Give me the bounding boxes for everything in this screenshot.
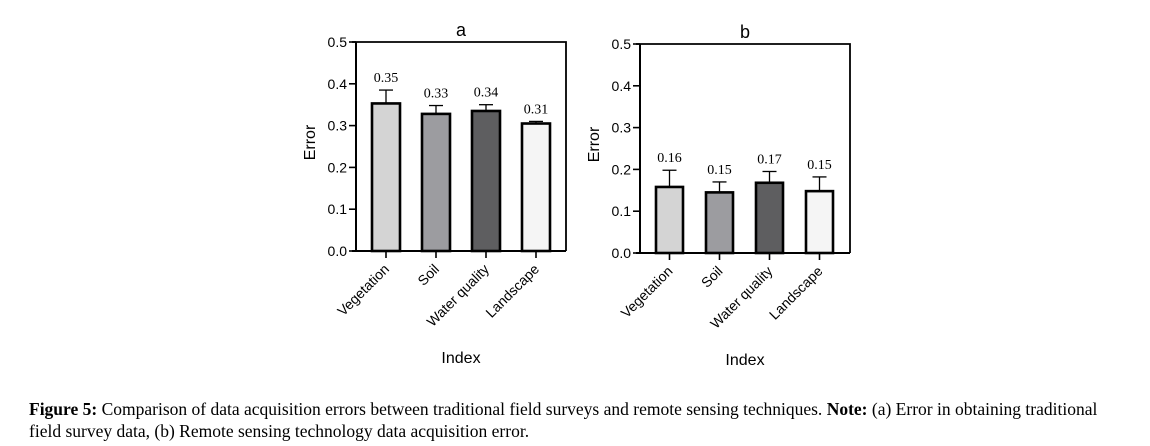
- panel-title: a: [456, 20, 467, 40]
- y-tick-label: 0.4: [328, 76, 348, 92]
- x-tick-label: Landscape: [766, 263, 826, 323]
- figure-caption: Figure 5: Comparison of data acquisition…: [29, 398, 1129, 442]
- bar-soil: [704, 191, 735, 255]
- x-tick-label: Soil: [698, 263, 726, 291]
- data-label: 0.31: [524, 102, 549, 117]
- y-tick-label: 0.0: [328, 243, 348, 259]
- y-tick-label: 0.3: [328, 118, 348, 134]
- x-tick-label: Soil: [414, 261, 442, 289]
- y-tick-label: 0.3: [612, 120, 632, 136]
- x-tick-label: Vegetation: [334, 261, 392, 319]
- caption-note-label: Note:: [826, 399, 868, 419]
- y-tick-label: 0.5: [328, 34, 348, 50]
- y-tick-label: 0.5: [612, 36, 632, 52]
- chart-panel-a: 0.0 0.1 0.2 0.3 0.4 0.5 Error a 0.35 Vegetation 0.…: [302, 20, 567, 367]
- chart-panel-b: 0.0 0.1 0.2 0.3 0.4 0.5 Error b 0.16 Vegetation 0.…: [586, 22, 851, 369]
- caption-text: Comparison of data acquisition errors be…: [97, 399, 827, 419]
- data-label: 0.35: [374, 71, 399, 86]
- y-tick-label: 0.4: [612, 78, 632, 94]
- caption-note-text: (a) Error in obtaining traditional field…: [29, 399, 1098, 441]
- bar-landscape: [520, 122, 552, 253]
- y-tick-label: 0.2: [612, 161, 632, 177]
- plot-frame: [352, 41, 567, 251]
- x-tick-label: Landscape: [482, 261, 542, 321]
- y-tick-label: 0.0: [612, 245, 632, 261]
- data-label: 0.33: [424, 87, 449, 102]
- panel-title: b: [740, 22, 750, 42]
- bar-water-quality: [754, 181, 785, 255]
- data-label: 0.15: [707, 163, 732, 178]
- data-label: 0.16: [657, 151, 682, 166]
- caption-label: Figure 5:: [29, 399, 98, 419]
- bar-soil: [420, 112, 452, 253]
- data-label: 0.15: [807, 158, 832, 173]
- y-axis-label: Error: [586, 126, 603, 162]
- bar-landscape: [804, 189, 835, 255]
- data-label: 0.17: [757, 152, 782, 167]
- y-tick-label: 0.1: [328, 201, 348, 217]
- x-tick-label: Vegetation: [618, 263, 676, 321]
- bar-water-quality: [470, 109, 502, 253]
- x-axis-label: Index: [441, 350, 480, 367]
- bar-vegetation: [370, 102, 402, 253]
- data-label: 0.34: [474, 86, 499, 101]
- bar-vegetation: [654, 185, 685, 255]
- plot-frame: [636, 43, 851, 253]
- x-axis-label: Index: [725, 352, 764, 369]
- y-tick-label: 0.1: [612, 203, 632, 219]
- y-axis-label: Error: [302, 124, 319, 160]
- y-tick-label: 0.2: [328, 159, 348, 175]
